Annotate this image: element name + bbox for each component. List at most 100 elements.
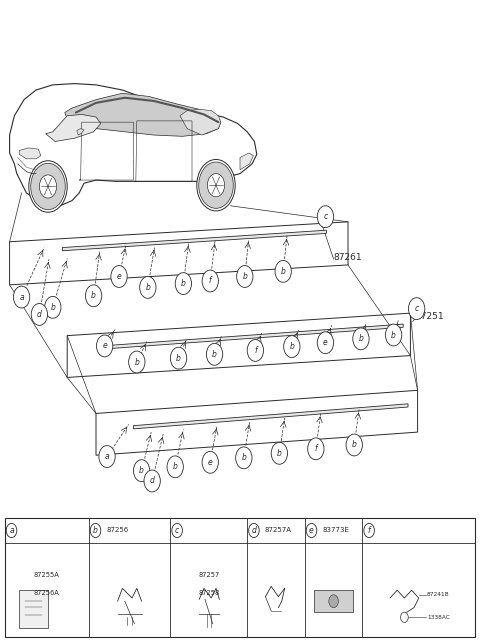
Circle shape xyxy=(317,332,334,354)
Text: 83773E: 83773E xyxy=(322,527,349,534)
Circle shape xyxy=(206,343,223,365)
Circle shape xyxy=(90,523,101,538)
Text: b: b xyxy=(289,342,294,351)
Polygon shape xyxy=(314,590,353,612)
FancyBboxPatch shape xyxy=(5,518,475,637)
Text: d: d xyxy=(37,310,42,319)
Circle shape xyxy=(237,266,253,287)
Text: b: b xyxy=(241,453,246,462)
Circle shape xyxy=(29,161,67,212)
Polygon shape xyxy=(65,93,221,136)
Circle shape xyxy=(385,324,402,346)
Circle shape xyxy=(175,273,192,294)
Text: a: a xyxy=(19,293,24,302)
Text: e: e xyxy=(323,338,328,347)
Polygon shape xyxy=(19,148,41,159)
Text: f: f xyxy=(368,526,371,535)
Circle shape xyxy=(271,442,288,464)
Text: 87261: 87261 xyxy=(334,253,362,262)
Circle shape xyxy=(275,260,291,282)
Polygon shape xyxy=(46,114,101,141)
Text: b: b xyxy=(352,440,357,449)
Circle shape xyxy=(284,336,300,358)
Text: b: b xyxy=(50,303,55,312)
Text: c: c xyxy=(415,304,419,313)
Text: b: b xyxy=(139,466,144,475)
Polygon shape xyxy=(77,129,84,135)
Circle shape xyxy=(13,286,30,308)
Text: b: b xyxy=(242,272,247,281)
Circle shape xyxy=(144,470,160,492)
Text: 87257: 87257 xyxy=(198,572,219,579)
Circle shape xyxy=(353,328,369,350)
Text: 87257A: 87257A xyxy=(264,527,291,534)
Text: e: e xyxy=(309,526,314,535)
Circle shape xyxy=(99,446,115,467)
Circle shape xyxy=(45,296,61,318)
Circle shape xyxy=(31,163,65,210)
Circle shape xyxy=(129,351,145,373)
Circle shape xyxy=(247,340,264,361)
Text: a: a xyxy=(9,526,14,535)
Circle shape xyxy=(96,335,113,357)
Circle shape xyxy=(306,523,317,538)
Circle shape xyxy=(249,523,259,538)
Text: b: b xyxy=(181,279,186,288)
Text: e: e xyxy=(102,341,107,350)
Circle shape xyxy=(408,298,425,320)
Polygon shape xyxy=(62,230,326,251)
Circle shape xyxy=(202,270,218,292)
Text: f: f xyxy=(314,444,317,453)
Text: b: b xyxy=(91,291,96,300)
Text: 87255A: 87255A xyxy=(34,572,60,579)
Circle shape xyxy=(39,175,57,198)
Text: 87241B: 87241B xyxy=(427,592,450,597)
Polygon shape xyxy=(240,153,253,170)
Polygon shape xyxy=(110,324,403,349)
Circle shape xyxy=(199,162,233,208)
Circle shape xyxy=(31,303,48,325)
Circle shape xyxy=(401,612,408,622)
Circle shape xyxy=(6,523,17,538)
Circle shape xyxy=(197,159,235,211)
Text: b: b xyxy=(134,358,139,367)
Polygon shape xyxy=(180,109,221,135)
Text: 87258: 87258 xyxy=(198,590,219,597)
Circle shape xyxy=(170,347,187,369)
Circle shape xyxy=(85,285,102,307)
Text: b: b xyxy=(173,462,178,471)
Text: b: b xyxy=(359,334,363,343)
Polygon shape xyxy=(10,84,257,206)
Text: 1338AC: 1338AC xyxy=(427,615,450,620)
Circle shape xyxy=(111,266,127,287)
Text: e: e xyxy=(208,458,213,467)
Text: b: b xyxy=(212,350,217,359)
Circle shape xyxy=(172,523,182,538)
Text: 87251: 87251 xyxy=(415,312,444,321)
Text: 87256A: 87256A xyxy=(34,590,60,597)
Circle shape xyxy=(207,174,225,197)
Text: c: c xyxy=(324,212,327,221)
Text: a: a xyxy=(105,452,109,461)
Circle shape xyxy=(133,460,150,482)
Text: c: c xyxy=(175,526,179,535)
Circle shape xyxy=(202,451,218,473)
Text: d: d xyxy=(252,526,256,535)
Circle shape xyxy=(346,434,362,456)
FancyBboxPatch shape xyxy=(19,590,48,628)
Polygon shape xyxy=(133,404,408,429)
Text: f: f xyxy=(254,346,257,355)
Text: b: b xyxy=(93,526,98,535)
Circle shape xyxy=(364,523,374,538)
Text: d: d xyxy=(150,476,155,485)
Text: f: f xyxy=(209,276,212,285)
Circle shape xyxy=(317,206,334,228)
Text: b: b xyxy=(277,449,282,458)
Circle shape xyxy=(308,438,324,460)
Text: b: b xyxy=(176,354,181,363)
Circle shape xyxy=(329,595,338,608)
Circle shape xyxy=(167,456,183,478)
Circle shape xyxy=(140,276,156,298)
Text: b: b xyxy=(391,331,396,340)
Text: b: b xyxy=(281,267,286,276)
